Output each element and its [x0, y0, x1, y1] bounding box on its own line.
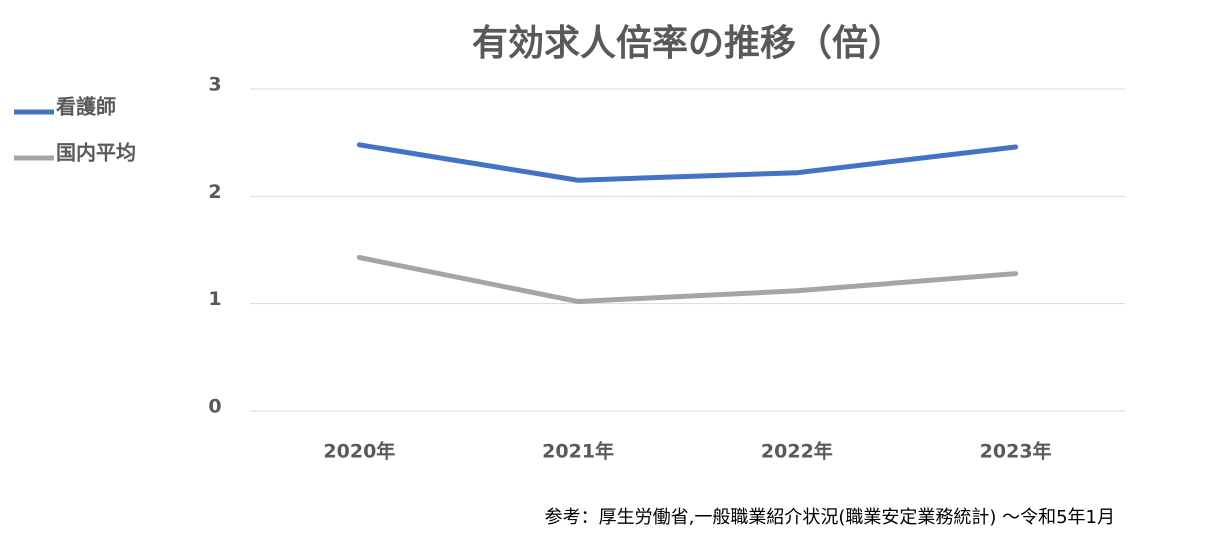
- x-tick-label: 2020年: [323, 440, 395, 463]
- chart-title: 有効求人倍率の推移（倍）: [472, 23, 904, 64]
- y-tick-label: 3: [208, 74, 221, 96]
- source-note: 参考：厚生労働省,一般職業紹介状況(職業安定業務統計) ～令和5年1月: [545, 507, 1115, 528]
- y-tick-label: 0: [208, 396, 221, 418]
- x-tick-label: 2023年: [980, 440, 1052, 463]
- series-line: [356, 255, 1019, 305]
- legend-label: 国内平均: [56, 141, 136, 165]
- legend-label: 看護師: [56, 95, 116, 119]
- x-tick-label: 2022年: [761, 440, 833, 463]
- x-tick-label: 2021年: [542, 440, 614, 463]
- y-tick-label: 2: [208, 181, 221, 203]
- y-tick-label: 1: [208, 288, 221, 310]
- series-line: [356, 142, 1019, 183]
